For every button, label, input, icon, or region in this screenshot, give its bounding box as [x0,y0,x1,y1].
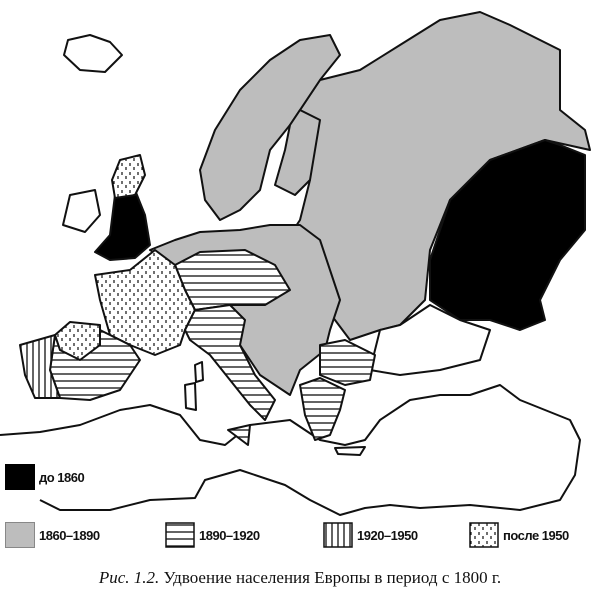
region-scotland-dots [111,154,146,199]
southern-region-outline [0,384,581,516]
region-turkey-white [369,304,491,376]
caption-text: Удвоение населения Европы в период с 180… [163,568,502,587]
region-romania-hstripes [319,339,376,386]
region-finland-gray [274,109,321,196]
region-greece-hstripes [299,377,346,441]
legend-swatch-hstripes [165,522,195,548]
region-scandinavia-gray [199,34,341,221]
legend-label: 1860–1890 [39,527,100,543]
legend-swatch-black [5,464,35,490]
europe-map [0,11,591,516]
legend-label: после 1950 [503,527,569,543]
region-britain-black [94,189,151,261]
legend-item-after-1950: после 1950 [469,522,569,548]
legend-label: до 1860 [39,469,85,485]
legend-label: 1920–1950 [357,527,418,543]
region-iceland-white [63,34,123,73]
legend-item-1890-1920: 1890–1920 [165,522,260,548]
figure-caption: Рис. 1.2. Удвоение населения Европы в пе… [0,568,600,588]
figure-number: Рис. 1.2. [98,568,160,587]
legend-label: 1890–1920 [199,527,260,543]
region-italy-hstripes [184,304,276,421]
region-portugal-vstripes [19,334,61,399]
legend-swatch-vstripes [323,522,353,548]
island-crete [334,446,366,456]
legend-swatch-gray [5,522,35,548]
region-ireland-white [62,189,101,233]
legend-swatch-dots [469,522,499,548]
legend-item-before-1860: до 1860 [5,464,85,490]
island-sardinia [184,382,197,411]
region-spain-dots [54,321,101,361]
island-sicily [227,424,251,446]
island-corsica [194,361,204,383]
region-volga-black [429,139,586,331]
legend-item-1860-1890: 1860–1890 [5,522,100,548]
legend-item-1920-1950: 1920–1950 [323,522,418,548]
